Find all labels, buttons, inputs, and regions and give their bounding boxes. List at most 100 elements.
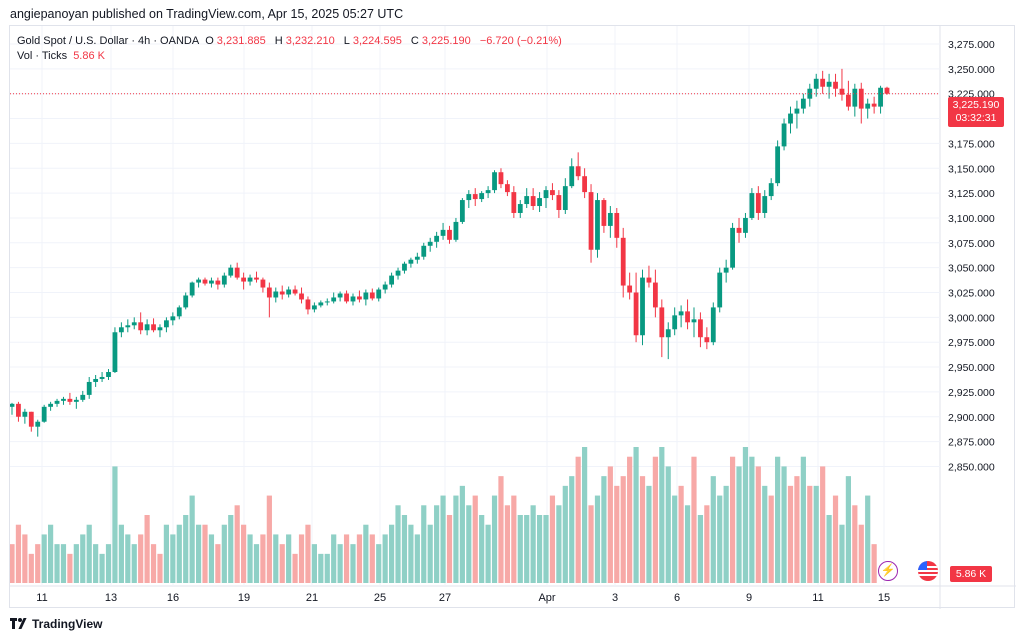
candle-body bbox=[170, 316, 176, 321]
candle-body bbox=[202, 279, 208, 284]
candle-body bbox=[99, 376, 105, 379]
volume-bar bbox=[195, 524, 202, 583]
candle-body bbox=[80, 394, 86, 400]
candle-body bbox=[678, 311, 684, 316]
candle-body bbox=[800, 98, 806, 109]
candle-body bbox=[331, 297, 337, 302]
candle-body bbox=[389, 275, 394, 285]
candle-body bbox=[781, 123, 787, 147]
volume-bar bbox=[607, 466, 613, 583]
volume-bar bbox=[453, 495, 459, 583]
chart-legend: Gold Spot / U.S. Dollar · 4h · OANDA O 3,… bbox=[17, 34, 565, 64]
y-tick-label: 3,100.000 bbox=[948, 213, 995, 225]
volume-bar bbox=[144, 515, 150, 583]
volume-bar bbox=[189, 495, 195, 583]
x-tick-label: 27 bbox=[439, 592, 451, 604]
candle-body bbox=[698, 319, 703, 338]
y-tick-label: 3,000.000 bbox=[948, 312, 995, 324]
candle-body bbox=[453, 221, 459, 240]
x-tick-label: 11 bbox=[36, 592, 47, 604]
y-tick-label: 3,125.000 bbox=[948, 188, 995, 200]
candle-body bbox=[768, 183, 774, 197]
volume-bar bbox=[125, 534, 131, 583]
volume-bar bbox=[768, 495, 774, 583]
volume-bar bbox=[524, 515, 530, 583]
volume-bar bbox=[298, 534, 305, 583]
volume-row: Vol · Ticks 5.86 K bbox=[17, 49, 565, 64]
volume-bar bbox=[723, 485, 729, 583]
chart-canvas[interactable]: 3,275.0003,250.0003,225.0003,200.0003,17… bbox=[10, 26, 1016, 609]
candle-body bbox=[665, 329, 671, 338]
volume-bar bbox=[466, 505, 472, 583]
volume-bar bbox=[498, 476, 504, 583]
x-tick-label: Apr bbox=[538, 592, 555, 604]
volume-bar bbox=[865, 495, 871, 583]
candle-body bbox=[106, 372, 111, 377]
volume-bar bbox=[614, 485, 620, 583]
candle-body bbox=[852, 88, 858, 107]
candle-body bbox=[607, 212, 613, 226]
candle-body bbox=[588, 192, 594, 250]
volume-bar bbox=[208, 534, 215, 583]
candle-body bbox=[382, 284, 388, 290]
volume-bar bbox=[356, 534, 363, 583]
candle-body bbox=[221, 275, 227, 285]
candle-body bbox=[241, 277, 247, 282]
volume-bar bbox=[659, 447, 665, 583]
candle-body bbox=[376, 289, 382, 299]
candle-body bbox=[878, 87, 883, 107]
volume-label[interactable]: Vol · Ticks bbox=[17, 50, 68, 62]
volume-bar bbox=[820, 466, 826, 583]
candle-body bbox=[28, 411, 34, 427]
volume-bar bbox=[845, 476, 851, 583]
volume-bar bbox=[318, 553, 324, 583]
y-tick-label: 2,975.000 bbox=[948, 337, 995, 349]
candle-body bbox=[395, 270, 401, 276]
volume-bar bbox=[305, 524, 311, 583]
volume-bar bbox=[388, 524, 395, 583]
volume-bar bbox=[163, 524, 170, 583]
candle-body bbox=[736, 227, 742, 233]
volume-bar bbox=[511, 495, 517, 583]
x-tick-label: 15 bbox=[878, 592, 890, 604]
volume-bar bbox=[627, 456, 633, 583]
close-value: 3,225.190 bbox=[421, 35, 471, 47]
volume-bar bbox=[832, 495, 839, 583]
volume-bar bbox=[215, 544, 221, 583]
us-flag-icon[interactable] bbox=[918, 561, 938, 581]
volume-bar bbox=[183, 515, 189, 583]
candle-body bbox=[459, 200, 465, 222]
candle-body bbox=[363, 292, 369, 300]
candle-body bbox=[646, 277, 652, 283]
y-tick-label: 2,850.000 bbox=[948, 461, 995, 473]
candle-body bbox=[414, 256, 420, 260]
high-label: H bbox=[274, 35, 283, 47]
candle-body bbox=[254, 277, 259, 280]
candle-body bbox=[691, 319, 697, 323]
volume-badge: 5.86 K bbox=[950, 566, 992, 582]
volume-bar bbox=[86, 524, 92, 583]
candle-body bbox=[537, 198, 542, 207]
candle-body bbox=[131, 322, 137, 326]
footer-brand[interactable]: TradingView bbox=[10, 617, 102, 631]
candle-body bbox=[311, 305, 317, 310]
volume-bar bbox=[633, 447, 639, 583]
volume-bar bbox=[427, 524, 433, 583]
candle-body bbox=[775, 146, 781, 184]
candle-body bbox=[305, 299, 311, 310]
volume-bar bbox=[479, 515, 485, 583]
lightning-icon[interactable]: ⚡ bbox=[878, 561, 898, 581]
candle-body bbox=[260, 279, 266, 288]
high-value: 3,232.210 bbox=[285, 35, 335, 47]
candle-body bbox=[157, 327, 163, 331]
candle-body bbox=[807, 88, 813, 99]
x-tick-label: 16 bbox=[167, 592, 179, 604]
volume-bar bbox=[588, 505, 594, 583]
y-tick-label: 3,050.000 bbox=[948, 263, 995, 275]
symbol-title[interactable]: Gold Spot / U.S. Dollar · 4h · OANDA bbox=[17, 35, 200, 47]
volume-bar bbox=[93, 544, 99, 583]
volume-bar bbox=[376, 544, 382, 583]
candle-body bbox=[884, 87, 890, 94]
candle-body bbox=[788, 113, 793, 124]
candle-body bbox=[672, 315, 678, 330]
